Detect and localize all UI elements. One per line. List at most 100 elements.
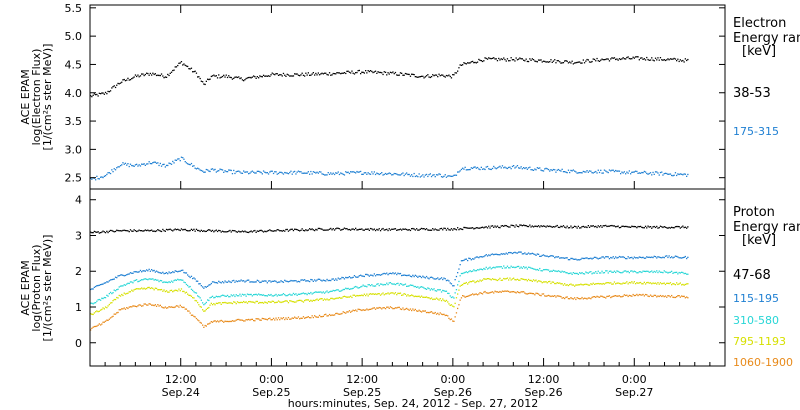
proton-data-point	[289, 300, 291, 302]
proton-data-point	[444, 278, 446, 280]
proton-data-point	[352, 287, 354, 289]
proton-data-point	[371, 284, 373, 286]
proton-data-point	[309, 293, 311, 295]
electron-data-point	[194, 167, 196, 169]
proton-data-point	[210, 296, 212, 298]
proton-data-point	[220, 231, 222, 233]
proton-data-point	[245, 301, 247, 303]
proton-data-point	[422, 310, 424, 312]
proton-data-point	[300, 299, 302, 302]
proton-data-point	[435, 290, 438, 292]
proton-data-point	[465, 271, 467, 273]
proton-data-point	[250, 281, 252, 283]
proton-data-point	[168, 281, 170, 283]
electron-data-point	[147, 163, 149, 165]
electron-data-point	[515, 166, 517, 168]
electron-data-point	[197, 167, 199, 169]
proton-data-point	[556, 282, 558, 284]
electron-data-point	[251, 76, 253, 78]
proton-data-point	[358, 294, 360, 297]
proton-data-point	[495, 291, 497, 293]
proton-data-point	[182, 290, 184, 293]
proton-data-point	[231, 229, 234, 232]
electron-data-point	[443, 75, 445, 77]
proton-data-point	[623, 256, 625, 259]
proton-data-point	[229, 302, 231, 304]
electron-legend: Electron Energy ran [keV] 38-53 175-315	[733, 16, 800, 138]
electron-data-point	[172, 160, 174, 163]
proton-data-point	[363, 293, 365, 295]
electron-data-point	[337, 171, 339, 173]
electron-data-point	[686, 59, 688, 62]
electron-data-point	[581, 62, 583, 64]
electron-data-point	[325, 72, 327, 74]
proton-data-point	[109, 317, 112, 319]
electron-data-point	[311, 73, 313, 75]
proton-data-point	[132, 230, 134, 232]
proton-data-point	[224, 231, 226, 233]
proton-data-point	[386, 306, 388, 308]
electron-data-point	[108, 172, 110, 174]
proton-data-point	[345, 312, 347, 314]
proton-data-point	[417, 276, 419, 278]
proton-data-point	[429, 298, 431, 300]
proton-data-point	[490, 291, 492, 293]
proton-data-point	[644, 225, 647, 227]
proton-data-point	[322, 229, 324, 231]
electron-data-point	[211, 168, 214, 170]
proton-data-point	[311, 228, 313, 230]
proton-data-point	[214, 230, 216, 232]
proton-data-point	[146, 229, 148, 232]
proton-data-point	[601, 256, 603, 258]
proton-data-point	[498, 226, 500, 229]
proton-data-point	[662, 256, 664, 258]
proton-data-point	[509, 251, 511, 254]
proton-data-point	[216, 282, 219, 284]
electron-data-point	[301, 172, 303, 174]
proton-data-point	[494, 290, 496, 292]
electron-data-point	[200, 80, 202, 82]
proton-data-point	[188, 294, 190, 296]
proton-data-point	[491, 253, 494, 255]
proton-data-point	[126, 307, 128, 309]
electron-data-point	[178, 158, 180, 160]
electron-data-point	[389, 71, 392, 73]
proton-data-point	[387, 283, 389, 286]
proton-data-point	[567, 227, 570, 229]
proton-data-point	[358, 287, 360, 289]
proton-data-point	[208, 306, 210, 309]
proton-data-point	[681, 295, 683, 297]
proton-data-point	[253, 230, 255, 232]
proton-data-point	[598, 296, 601, 298]
proton-data-point	[536, 253, 538, 255]
proton-data-point	[98, 298, 100, 301]
proton-data-point	[133, 229, 135, 231]
proton-data-point	[406, 285, 408, 287]
proton-data-point	[204, 310, 206, 312]
proton-data-point	[386, 282, 388, 284]
electron-data-point	[643, 170, 645, 173]
proton-data-point	[90, 288, 92, 291]
proton-data-point	[183, 306, 185, 308]
proton-data-point	[208, 323, 210, 325]
proton-data-point	[362, 284, 364, 286]
proton-data-point	[368, 284, 370, 286]
proton-data-point	[617, 282, 619, 284]
proton-data-point	[234, 281, 236, 283]
electron-legend-title-3: [keV]	[742, 44, 776, 59]
proton-data-point	[479, 292, 481, 294]
electron-data-point	[134, 74, 137, 76]
proton-data-point	[264, 280, 266, 282]
electron-data-point	[618, 170, 621, 172]
proton-data-point	[141, 271, 143, 273]
proton-data-point	[536, 225, 538, 228]
proton-data-point	[525, 253, 527, 255]
proton-data-point	[225, 231, 227, 233]
electron-data-point	[503, 167, 505, 169]
proton-data-point	[299, 281, 301, 283]
electron-data-point	[676, 174, 678, 177]
proton-data-point	[498, 278, 500, 281]
electron-data-point	[682, 59, 684, 62]
proton-data-point	[409, 308, 412, 310]
proton-data-point	[615, 256, 617, 258]
